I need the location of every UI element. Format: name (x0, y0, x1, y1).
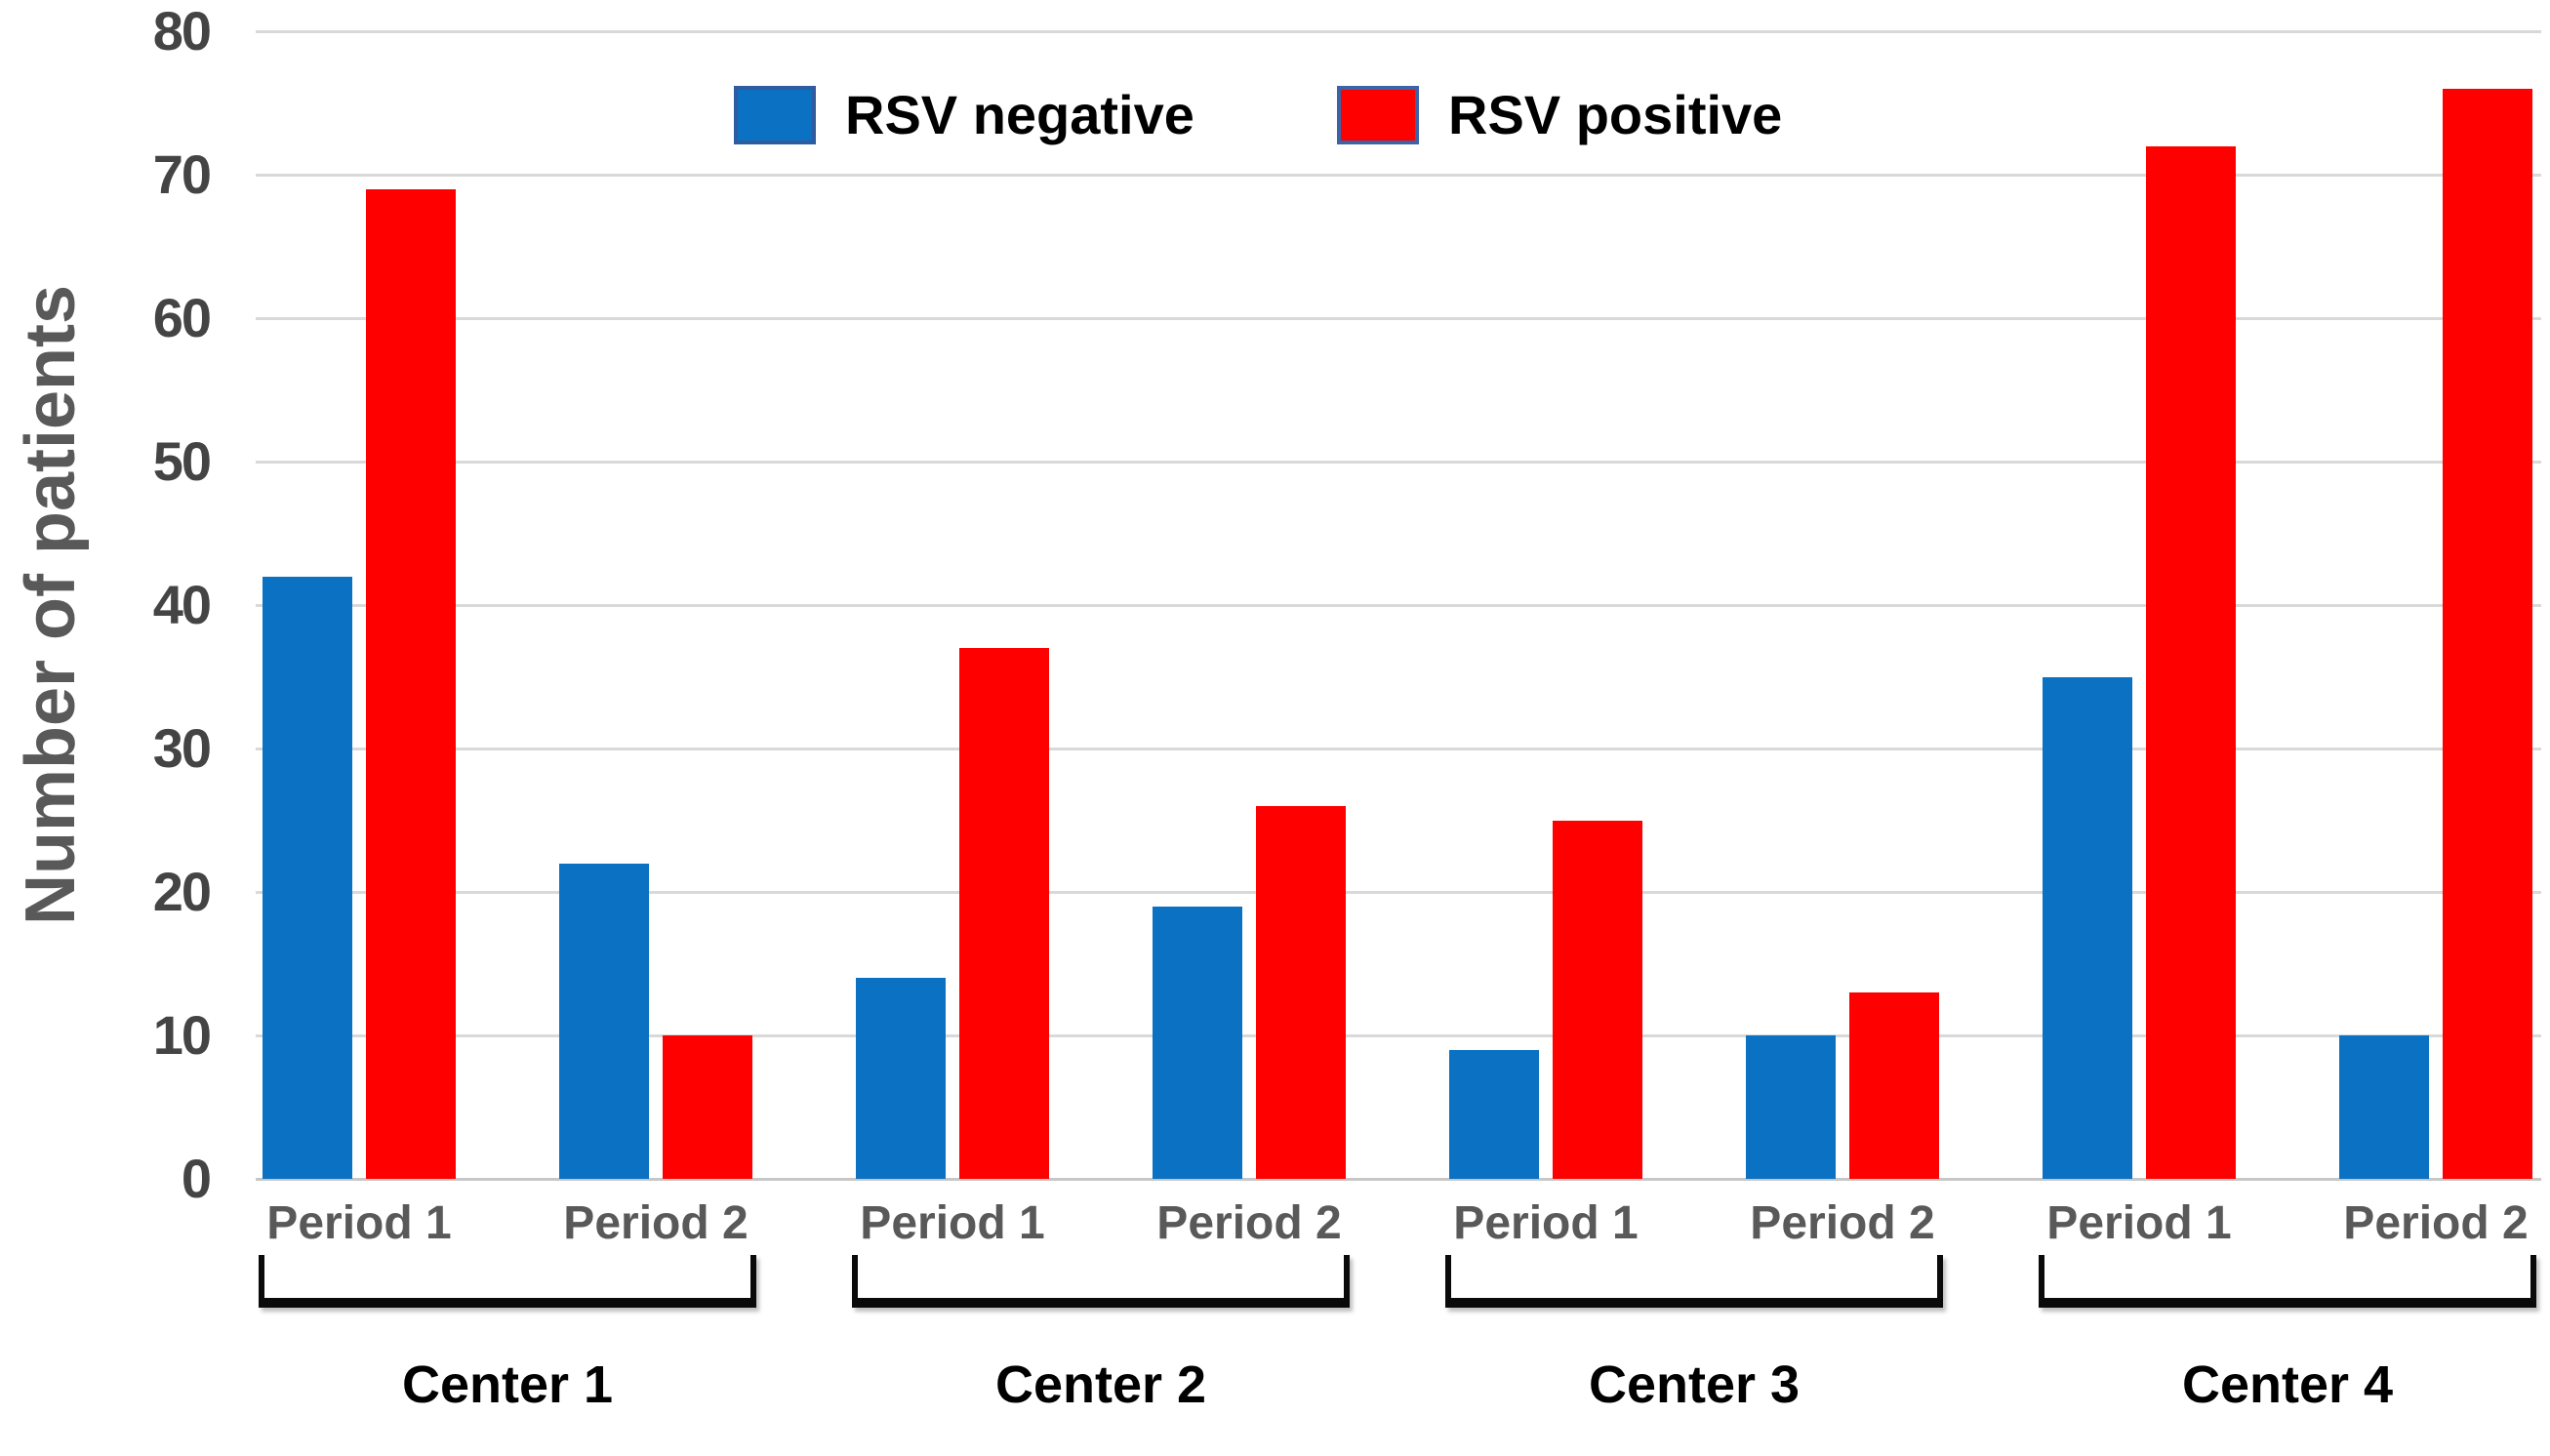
legend-label-rsv-positive: RSV positive (1448, 84, 1783, 145)
center-bracket-3 (1445, 1255, 1943, 1308)
bar-rsv-positive-center4-period2 (2443, 88, 2532, 1179)
y-tick-label-40: 40 (152, 574, 212, 635)
bar-rsv-negative-center4-period1 (2043, 676, 2132, 1179)
x-axis-label-period-1-group-1: Period 1 (266, 1197, 452, 1249)
gridline-40 (256, 603, 2541, 607)
center-group-label-2: Center 2 (994, 1355, 1207, 1414)
gridline-20 (256, 890, 2541, 894)
y-tick-label-0: 0 (181, 1148, 212, 1209)
x-axis-label-period-1-group-4: Period 1 (2046, 1197, 2232, 1249)
x-axis-baseline (256, 1177, 2541, 1181)
x-axis-label-period-2-group-4: Period 2 (2343, 1197, 2529, 1249)
center-group-label-1: Center 1 (401, 1355, 614, 1414)
center-group-label-4: Center 4 (2181, 1355, 2394, 1414)
y-tick-label-50: 50 (152, 430, 212, 492)
bar-rsv-positive-center4-period1 (2146, 145, 2236, 1179)
bar-rsv-negative-center4-period2 (2339, 1035, 2429, 1179)
center-bracket-1 (259, 1255, 756, 1308)
gridline-60 (256, 316, 2541, 320)
bar-rsv-negative-center2-period1 (856, 978, 946, 1179)
legend-swatch-rsv-positive (1337, 86, 1419, 144)
gridline-80 (256, 29, 2541, 33)
bar-rsv-negative-center3-period1 (1449, 1049, 1539, 1179)
bar-rsv-negative-center3-period2 (1746, 1035, 1836, 1179)
x-axis-label-period-2-group-2: Period 2 (1156, 1197, 1342, 1249)
bar-rsv-negative-center2-period2 (1153, 906, 1242, 1179)
bar-rsv-positive-center2-period1 (959, 648, 1049, 1179)
y-tick-label-10: 10 (152, 1004, 212, 1066)
bar-rsv-positive-center2-period2 (1256, 805, 1346, 1179)
x-axis-label-period-1-group-2: Period 1 (860, 1197, 1045, 1249)
bar-rsv-negative-center1-period1 (263, 576, 352, 1179)
gridline-30 (256, 747, 2541, 750)
center-bracket-4 (2039, 1255, 2536, 1308)
bar-rsv-positive-center1-period2 (663, 1035, 752, 1179)
x-axis-label-period-2-group-1: Period 2 (563, 1197, 749, 1249)
bar-rsv-positive-center1-period1 (366, 188, 456, 1179)
gridline-70 (256, 173, 2541, 177)
gridline-10 (256, 1033, 2541, 1037)
y-tick-label-60: 60 (152, 287, 212, 348)
y-tick-label-80: 80 (152, 0, 212, 61)
legend-label-rsv-negative: RSV negative (845, 84, 1194, 145)
x-axis-label-period-1-group-3: Period 1 (1453, 1197, 1639, 1249)
bar-rsv-positive-center3-period2 (1849, 991, 1939, 1179)
y-tick-label-20: 20 (152, 861, 212, 922)
bar-rsv-negative-center1-period2 (559, 863, 649, 1179)
y-tick-label-30: 30 (152, 717, 212, 779)
x-axis-label-period-2-group-3: Period 2 (1750, 1197, 1935, 1249)
legend-swatch-rsv-negative (734, 86, 816, 144)
bar-rsv-positive-center3-period1 (1553, 820, 1642, 1179)
center-group-label-3: Center 3 (1588, 1355, 1801, 1414)
gridline-50 (256, 460, 2541, 464)
y-tick-label-70: 70 (152, 143, 212, 205)
center-bracket-2 (852, 1255, 1350, 1308)
